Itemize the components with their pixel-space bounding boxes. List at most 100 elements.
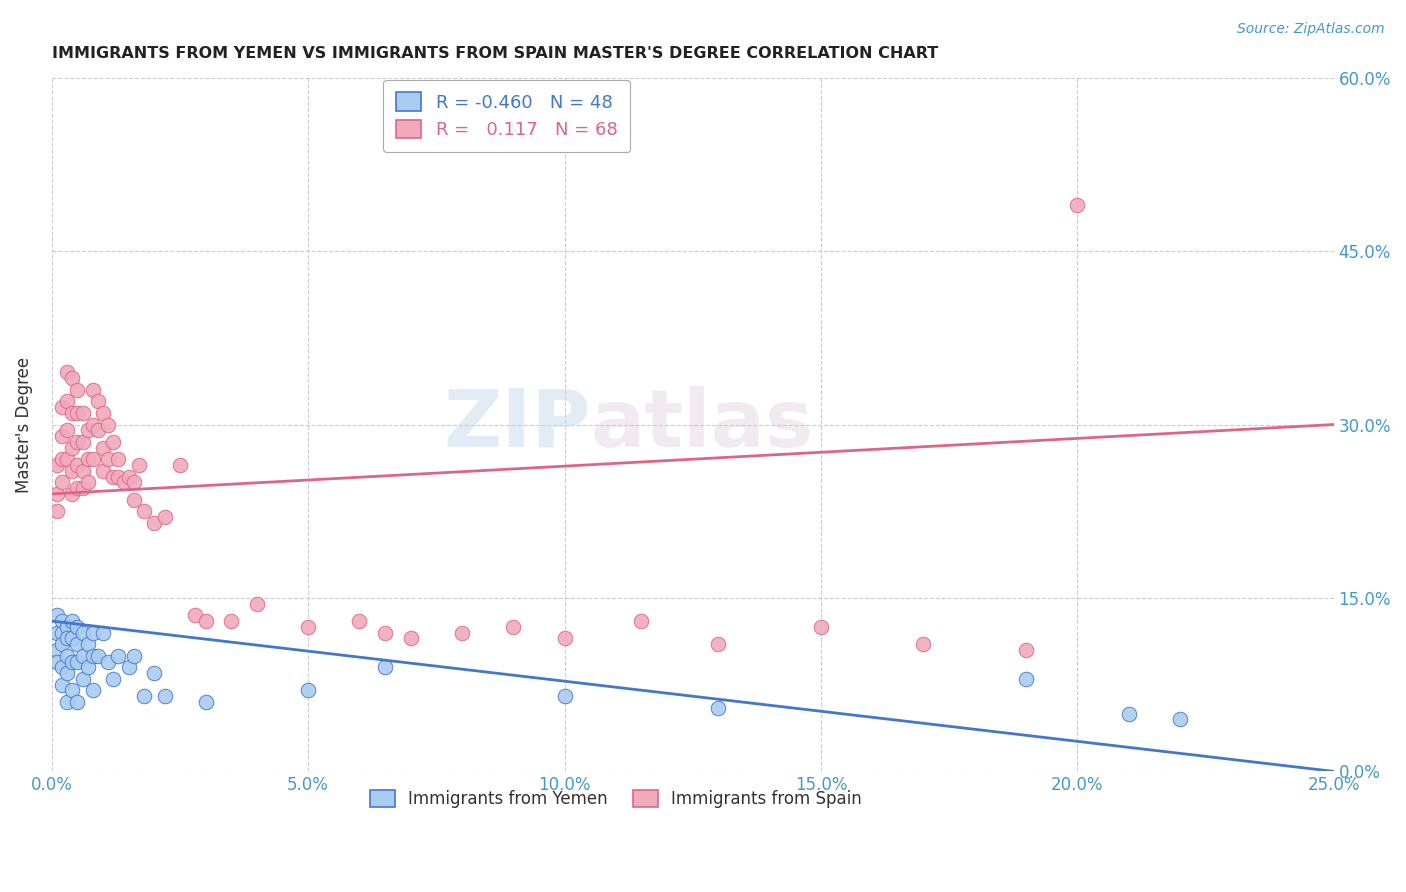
Point [553, 632, 575, 646]
Point [66, 383, 89, 397]
Point [82, 683, 104, 698]
Point [45, 504, 67, 518]
Point [82, 383, 104, 397]
Point [45, 643, 67, 657]
Point [112, 475, 135, 490]
Point [118, 660, 141, 674]
Point [107, 469, 129, 483]
Point [153, 510, 176, 524]
Point [72, 434, 94, 449]
Point [51, 475, 73, 490]
Legend: Immigrants from Yemen, Immigrants from Spain: Immigrants from Yemen, Immigrants from S… [363, 783, 869, 815]
Point [1066, 198, 1088, 212]
Point [118, 469, 141, 483]
Point [297, 620, 319, 634]
Point [107, 452, 129, 467]
Point [56, 666, 79, 681]
Point [153, 690, 176, 704]
Point [103, 434, 125, 449]
Point [87, 394, 110, 409]
Point [56, 695, 79, 709]
Point [246, 597, 269, 611]
Point [66, 481, 89, 495]
Point [132, 690, 155, 704]
Point [60, 614, 83, 628]
Point [91, 441, 114, 455]
Point [76, 452, 98, 467]
Point [97, 655, 120, 669]
Text: ZIP: ZIP [443, 385, 591, 464]
Point [707, 637, 730, 651]
Point [66, 695, 89, 709]
Point [45, 625, 67, 640]
Point [51, 614, 73, 628]
Point [374, 660, 396, 674]
Text: IMMIGRANTS FROM YEMEN VS IMMIGRANTS FROM SPAIN MASTER'S DEGREE CORRELATION CHART: IMMIGRANTS FROM YEMEN VS IMMIGRANTS FROM… [52, 46, 938, 62]
Y-axis label: Master's Degree: Master's Degree [15, 357, 32, 492]
Point [82, 648, 104, 663]
Point [630, 614, 652, 628]
Point [51, 678, 73, 692]
Point [502, 620, 524, 634]
Point [1118, 706, 1140, 721]
Point [97, 452, 120, 467]
Point [1015, 643, 1038, 657]
Point [60, 655, 83, 669]
Point [60, 441, 83, 455]
Point [60, 683, 83, 698]
Point [219, 614, 242, 628]
Point [107, 648, 129, 663]
Point [51, 429, 73, 443]
Point [82, 452, 104, 467]
Point [45, 608, 67, 623]
Point [122, 648, 145, 663]
Point [707, 700, 730, 714]
Point [45, 487, 67, 501]
Point [60, 487, 83, 501]
Point [1168, 712, 1191, 726]
Text: atlas: atlas [591, 385, 813, 464]
Point [184, 608, 207, 623]
Point [103, 469, 125, 483]
Point [91, 625, 114, 640]
Point [91, 406, 114, 420]
Point [56, 366, 79, 380]
Point [128, 458, 150, 472]
Point [66, 434, 89, 449]
Point [76, 660, 98, 674]
Point [76, 423, 98, 437]
Point [56, 632, 79, 646]
Point [72, 481, 94, 495]
Point [72, 406, 94, 420]
Point [66, 655, 89, 669]
Point [122, 475, 145, 490]
Point [51, 660, 73, 674]
Point [87, 423, 110, 437]
Point [66, 458, 89, 472]
Point [76, 475, 98, 490]
Point [60, 406, 83, 420]
Point [91, 464, 114, 478]
Point [103, 672, 125, 686]
Point [82, 625, 104, 640]
Point [810, 620, 832, 634]
Point [122, 492, 145, 507]
Point [72, 464, 94, 478]
Point [45, 458, 67, 472]
Point [399, 632, 422, 646]
Point [51, 637, 73, 651]
Point [1015, 672, 1038, 686]
Point [87, 648, 110, 663]
Point [194, 614, 217, 628]
Point [66, 637, 89, 651]
Point [56, 620, 79, 634]
Point [66, 406, 89, 420]
Point [451, 625, 474, 640]
Point [66, 620, 89, 634]
Point [60, 632, 83, 646]
Text: Source: ZipAtlas.com: Source: ZipAtlas.com [1237, 22, 1385, 37]
Point [132, 504, 155, 518]
Point [56, 394, 79, 409]
Point [76, 637, 98, 651]
Point [51, 400, 73, 414]
